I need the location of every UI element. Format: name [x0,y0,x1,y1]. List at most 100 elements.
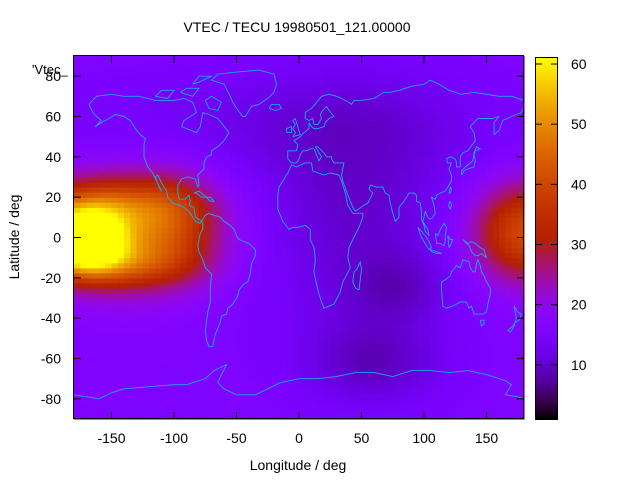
heatmap-cell [255,333,263,339]
heatmap-cell [499,141,506,148]
heatmap-cell [449,71,456,77]
heatmap-cell [292,272,300,279]
heatmap-cell [224,111,231,118]
heatmap-cell [205,413,213,420]
heatmap-cell [242,282,250,289]
heatmap-cell [311,151,319,158]
heatmap-cell [361,328,369,334]
heatmap-cell [149,151,156,158]
heatmap-cell [86,227,94,234]
heatmap-cell [430,177,438,183]
heatmap-cell [180,308,188,314]
heatmap-cell [392,96,400,102]
heatmap-cell [505,71,513,77]
heatmap-cell [142,292,150,299]
heatmap-cell [217,348,225,355]
heatmap-cell [511,413,519,420]
heatmap-cell [117,121,125,128]
heatmap-cell [217,227,225,234]
heatmap-cell [467,287,475,294]
heatmap-cell [142,343,150,350]
heatmap-cell [399,106,406,113]
heatmap-cell [436,126,444,133]
heatmap-cell [92,408,100,415]
heatmap-cell [80,86,88,92]
heatmap-cell [124,328,131,334]
heatmap-cell [505,156,513,163]
heatmap-cell [236,121,244,128]
heatmap-cell [511,141,519,148]
heatmap-cell [467,358,475,365]
heatmap-cell [324,348,331,355]
heatmap-cell [436,318,444,324]
heatmap-cell [399,91,406,97]
heatmap-cell [124,131,131,138]
heatmap-cell [424,96,431,102]
heatmap-cell [199,328,206,334]
heatmap-cell [267,313,275,319]
heatmap-cell [324,126,331,133]
heatmap-cell [399,156,406,163]
heatmap-cell [424,121,431,128]
heatmap-cell [236,282,244,289]
heatmap-cell [205,146,213,153]
heatmap-cell [80,292,88,299]
heatmap-cell [167,318,175,324]
heatmap-cell [467,398,475,405]
heatmap-cell [224,383,231,390]
heatmap-cell [167,398,175,405]
heatmap-cell [142,287,150,294]
heatmap-cell [124,388,131,395]
heatmap-cell [286,313,294,319]
heatmap-cell [249,96,256,102]
heatmap-cell [111,141,119,148]
heatmap-cell [149,323,156,329]
heatmap-cell [92,166,100,173]
heatmap-cell [349,146,356,153]
heatmap-cell [492,141,500,148]
heatmap-cell [442,393,450,400]
heatmap-cell [330,212,338,218]
heatmap-cell [230,298,238,304]
heatmap-cell [274,227,281,234]
heatmap-cell [180,413,188,420]
heatmap-cell [249,318,256,324]
heatmap-cell [299,247,306,254]
heatmap-cell [192,222,200,229]
heatmap-cell [205,403,213,410]
heatmap-cell [80,368,88,375]
heatmap-cell [111,252,119,259]
heatmap-cell [161,408,169,415]
heatmap-cell [517,292,525,299]
heatmap-cell [411,272,419,279]
heatmap-cell [299,303,306,309]
heatmap-cell [436,171,444,178]
heatmap-cell [492,277,500,284]
heatmap-cell [386,257,394,264]
heatmap-cell [267,197,275,203]
heatmap-cell [480,141,488,148]
heatmap-cell [136,313,144,319]
heatmap-cell [386,267,394,274]
heatmap-cell [286,146,294,153]
heatmap-cell [405,232,413,239]
heatmap-cell [74,303,81,309]
heatmap-cell [336,71,344,77]
heatmap-cell [474,207,481,213]
heatmap-cell [499,217,506,223]
heatmap-cell [436,156,444,163]
heatmap-cell [492,101,500,108]
heatmap-cell [274,308,281,314]
heatmap-cell [511,323,519,329]
heatmap-cell [349,136,356,143]
heatmap-cell [261,227,269,234]
heatmap-cell [280,81,288,87]
heatmap-cell [199,161,206,168]
heatmap-cell [255,318,263,324]
heatmap-cell [199,267,206,274]
heatmap-cell [205,161,213,168]
heatmap-cell [299,313,306,319]
heatmap-cell [136,383,144,390]
heatmap-cell [317,272,325,279]
heatmap-cell [499,378,506,385]
